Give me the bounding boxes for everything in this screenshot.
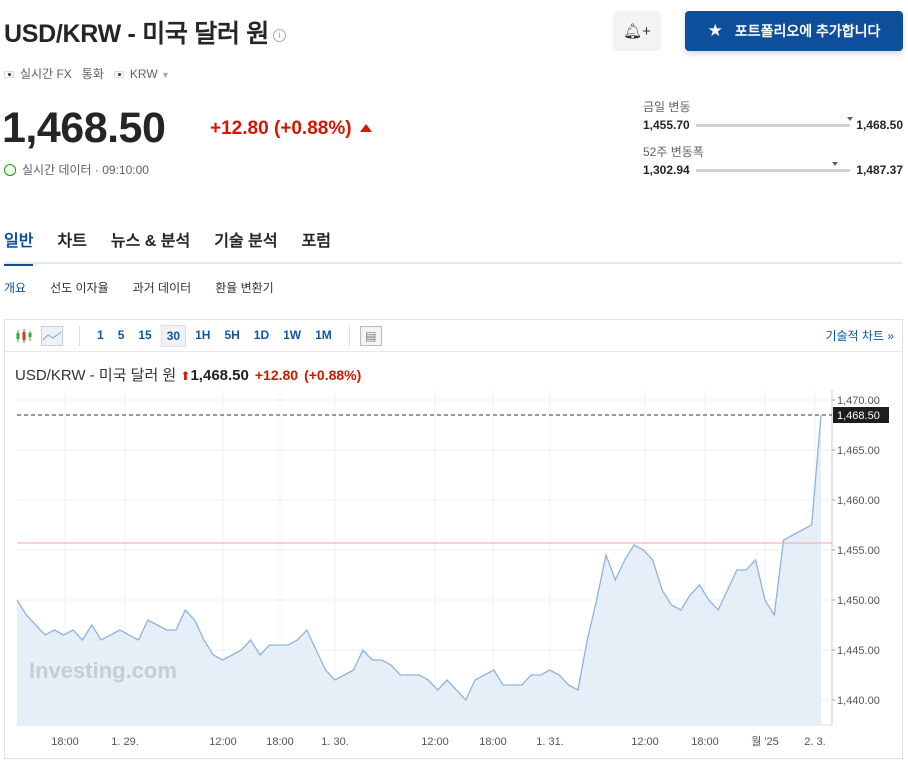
info-icon[interactable]: i [273, 28, 286, 42]
y-tick-label: 1,460.00 [837, 495, 880, 507]
x-tick-label: 18:00 [691, 736, 719, 748]
y-tick-label: 1,470.00 [837, 395, 880, 407]
x-tick-label: 18:00 [479, 736, 507, 748]
interval-30[interactable]: 30 [160, 324, 187, 347]
interval-1W[interactable]: 1W [283, 327, 302, 342]
tab-overview[interactable]: 일반 [4, 227, 34, 266]
sub-tabs: 개요 선도 이자율 과거 데이터 환율 변환기 [4, 279, 274, 296]
last-price-tag [833, 407, 889, 423]
tab-chart[interactable]: 차트 [57, 233, 87, 250]
subtab-summary[interactable]: 개요 [4, 281, 27, 295]
add-alert-button[interactable]: 🔔︎+ [613, 11, 661, 51]
x-tick-label: 12:00 [421, 736, 449, 748]
subtab-historical[interactable]: 과거 데이터 [132, 281, 192, 295]
interval-1[interactable]: 1 [97, 327, 104, 342]
y-tick-label: 1,465.00 [837, 445, 880, 457]
layout-icon[interactable]: ▤ [359, 325, 382, 346]
x-tick-label: 18:00 [51, 736, 79, 748]
interval-5[interactable]: 5 [117, 327, 125, 342]
chart-toolbar: 1 5 15 30 1H 5H 1D 1W 1M ▤ 기술적 차트 » [5, 320, 902, 352]
clock-icon [4, 163, 16, 176]
x-tick-label: 월 '25 [751, 735, 779, 748]
area-fill [17, 415, 821, 725]
arrow-up-icon: ⬆ [180, 369, 191, 383]
last-price: 1,468.50 [2, 104, 166, 152]
add-to-portfolio-button[interactable]: ★ 포트폴리오에 추가합니다 [685, 11, 903, 51]
x-tick-label: 1. 29. [111, 736, 139, 748]
x-tick-label: 12:00 [209, 736, 237, 748]
chevron-down-icon: ▼ [161, 69, 170, 80]
bell-plus-icon: 🔔︎+ [623, 23, 651, 40]
instrument-meta: 실시간 FX 통화 KRW ▼ [4, 65, 170, 82]
x-tick-label: 2. 3. [804, 736, 825, 748]
chart-widget: 1 5 15 30 1H 5H 1D 1W 1M ▤ 기술적 차트 » USD/KRW - 미국… [4, 319, 903, 759]
star-icon: ★ [707, 21, 723, 40]
technical-chart-link[interactable]: 기술적 차트 » [825, 329, 894, 343]
main-tabs: 일반 차트 뉴스 & 분석 기술 분석 포럼 [4, 227, 331, 266]
currency-select[interactable]: KRW ▼ [113, 67, 170, 81]
week52-range-marker [831, 161, 838, 166]
korea-flag-icon [4, 71, 14, 78]
x-tick-label: 1. 31. [536, 736, 564, 748]
korea-flag-icon [113, 70, 124, 78]
realtime-status: 실시간 데이터 · 09:10:00 [4, 161, 149, 178]
tab-news[interactable]: 뉴스 & 분석 [110, 233, 191, 250]
y-tick-label: 1,455.00 [837, 545, 880, 557]
y-tick-label: 1,445.00 [837, 645, 880, 657]
interval-1M[interactable]: 1M [315, 327, 332, 342]
interval-15[interactable]: 15 [138, 327, 152, 342]
tab-forum[interactable]: 포럼 [301, 233, 332, 250]
interval-1H[interactable]: 1H [195, 327, 211, 342]
day-range-marker [847, 116, 854, 121]
price-change: +12.80 (+0.88%) [210, 118, 372, 140]
day-range: 금일 변동 1,455.70 1,468.50 [643, 100, 903, 132]
week52-range: 52주 변동폭 1,302.94 1,487.37 [643, 145, 903, 177]
subtab-forward-rates[interactable]: 선도 이자율 [50, 281, 109, 295]
area-chart-icon[interactable] [41, 325, 63, 346]
candlestick-icon[interactable] [13, 326, 35, 346]
price-chart[interactable]: 1,470.00 1,465.00 1,460.00 1,455.00 1,450.00… [5, 320, 904, 760]
chart-legend: USD/KRW - 미국 달러 원 ⬆1,468.50 +12.80 (+0.88%… [15, 367, 362, 384]
interval-1D[interactable]: 1D [253, 327, 270, 342]
x-tick-label: 18:00 [266, 736, 294, 748]
arrow-up-icon [359, 124, 372, 132]
y-tick-label: 1,450.00 [837, 595, 880, 607]
tab-technical[interactable]: 기술 분석 [214, 233, 278, 250]
x-tick-label: 12:00 [631, 736, 659, 748]
price-line [16, 414, 822, 702]
watermark-logo: Investing.com [29, 658, 177, 683]
y-tick-label: 1,440.00 [837, 695, 880, 707]
x-tick-label: 1. 30. [321, 736, 349, 748]
last-price-label: 1,468.50 [837, 410, 880, 422]
interval-5H[interactable]: 5H [224, 327, 240, 342]
tab-divider [4, 262, 903, 264]
subtab-converter[interactable]: 환율 변환기 [215, 281, 274, 295]
